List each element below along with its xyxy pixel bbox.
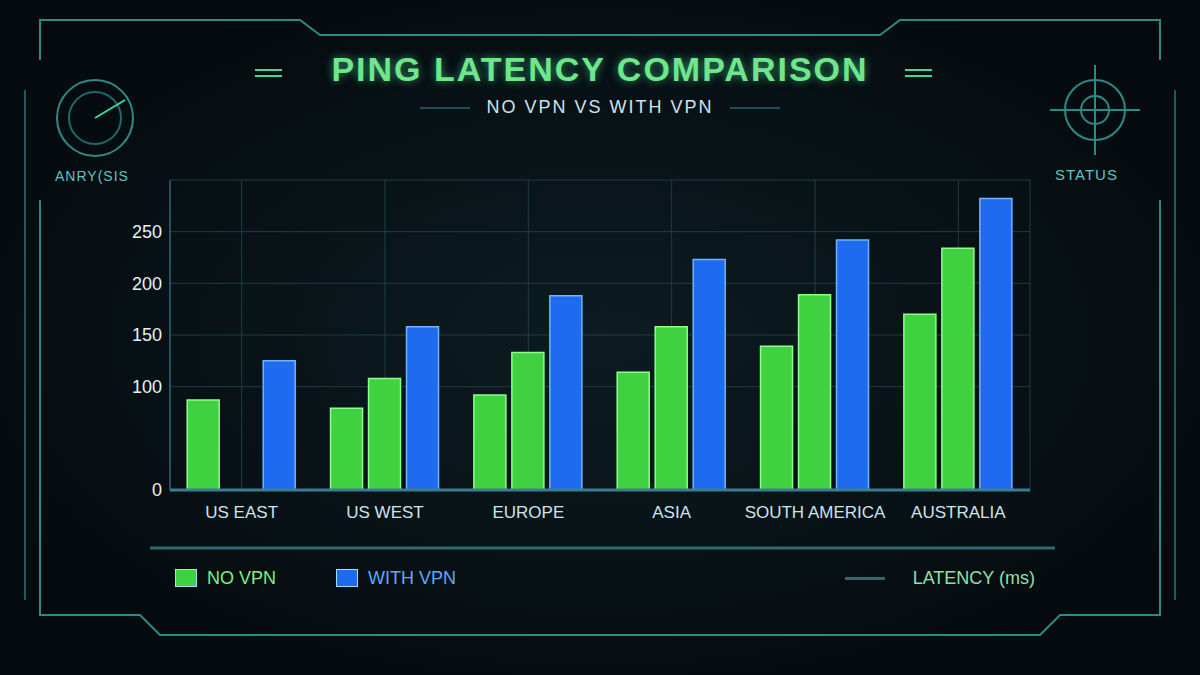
svg-text:250: 250 [132, 222, 162, 242]
html-text:LATENCY (ms): LATENCY (ms) [912, 567, 1035, 588]
html-text:NO VPN: NO VPN [207, 567, 276, 588]
svg-text:200: 200 [132, 274, 162, 294]
html-text:STATUS: STATUS [1055, 166, 1118, 183]
svg-text:AUSTRALIA: AUSTRALIA [911, 503, 1006, 522]
html-text:NO VPN VS WITH VPN: NO VPN VS WITH VPN [486, 97, 714, 117]
svg-text:150: 150 [132, 325, 162, 345]
svg-text:100: 100 [132, 377, 162, 397]
html-text:ANRY(SIS: ANRY(SIS [55, 168, 129, 184]
html-text:WITH VPN: WITH VPN [368, 567, 456, 588]
svg-text:ASIA: ASIA [652, 503, 691, 522]
svg-text:EUROPE: EUROPE [492, 503, 564, 522]
html-text:PING LATENCY COMPARISON: PING LATENCY COMPARISON [331, 50, 869, 88]
svg-text:SOUTH AMERICA: SOUTH AMERICA [745, 503, 886, 522]
svg-text:0: 0 [152, 480, 162, 500]
svg-text:US EAST: US EAST [205, 503, 278, 522]
svg-text:US WEST: US WEST [346, 503, 423, 522]
